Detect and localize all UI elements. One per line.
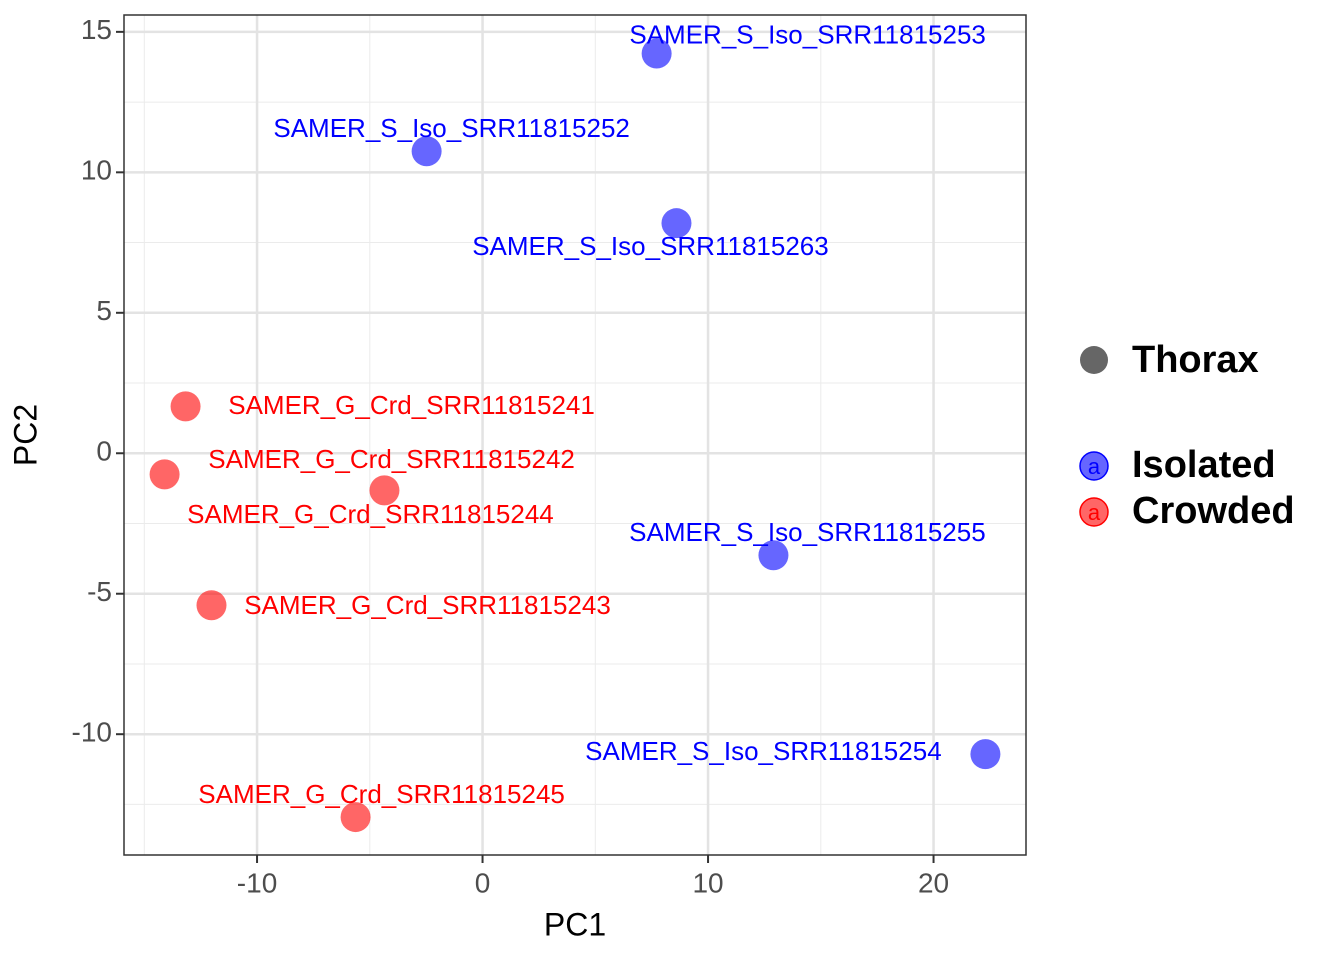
legend-key: [1079, 497, 1109, 527]
legend-key: [1079, 451, 1109, 481]
point-label: SAMER_S_Iso_SRR11815255: [629, 517, 986, 547]
x-tick-label: 20: [918, 867, 949, 898]
point: [758, 540, 789, 571]
point: [170, 391, 201, 422]
legend-label: Isolated: [1132, 444, 1276, 486]
x-axis-label: PC1: [544, 906, 606, 942]
x-tick-label: 0: [475, 867, 491, 898]
point-label: SAMER_S_Iso_SRR11815254: [585, 736, 942, 766]
point: [641, 38, 672, 69]
point-label: SAMER_S_Iso_SRR11815263: [472, 231, 829, 261]
point-label: SAMER_S_Iso_SRR11815252: [273, 113, 630, 143]
point: [369, 475, 400, 506]
plot-border: [123, 14, 1027, 856]
point-label: SAMER_G_Crd_SRR11815245: [198, 779, 565, 809]
point-label: SAMER_G_Crd_SRR11815242: [208, 444, 575, 474]
point: [149, 459, 180, 490]
point-label: SAMER_S_Iso_SRR11815253: [629, 19, 986, 49]
y-tick-label: 5: [96, 295, 112, 326]
y-tick-label: 10: [81, 155, 112, 186]
legend-key-text: a: [1088, 454, 1101, 479]
legend-key-text: a: [1088, 500, 1101, 525]
y-tick-label: 15: [81, 14, 112, 45]
point: [970, 739, 1001, 770]
x-tick-label: -10: [237, 867, 277, 898]
legend-shape-label: Thorax: [1132, 339, 1259, 381]
x-tick-label: 10: [692, 867, 723, 898]
y-tick-label: -10: [72, 717, 112, 748]
point: [411, 136, 442, 167]
point: [340, 802, 371, 833]
y-tick-label: 0: [96, 436, 112, 467]
point-label: SAMER_G_Crd_SRR11815243: [244, 590, 611, 620]
point-label: SAMER_G_Crd_SRR11815244: [187, 499, 554, 529]
point: [196, 590, 227, 621]
y-axis-label: PC2: [7, 404, 43, 466]
legend-label: Crowded: [1132, 490, 1295, 532]
point: [661, 208, 692, 239]
legend-shape-key: [1080, 346, 1108, 374]
y-tick-label: -5: [87, 576, 112, 607]
point-label: SAMER_G_Crd_SRR11815241: [228, 390, 595, 420]
